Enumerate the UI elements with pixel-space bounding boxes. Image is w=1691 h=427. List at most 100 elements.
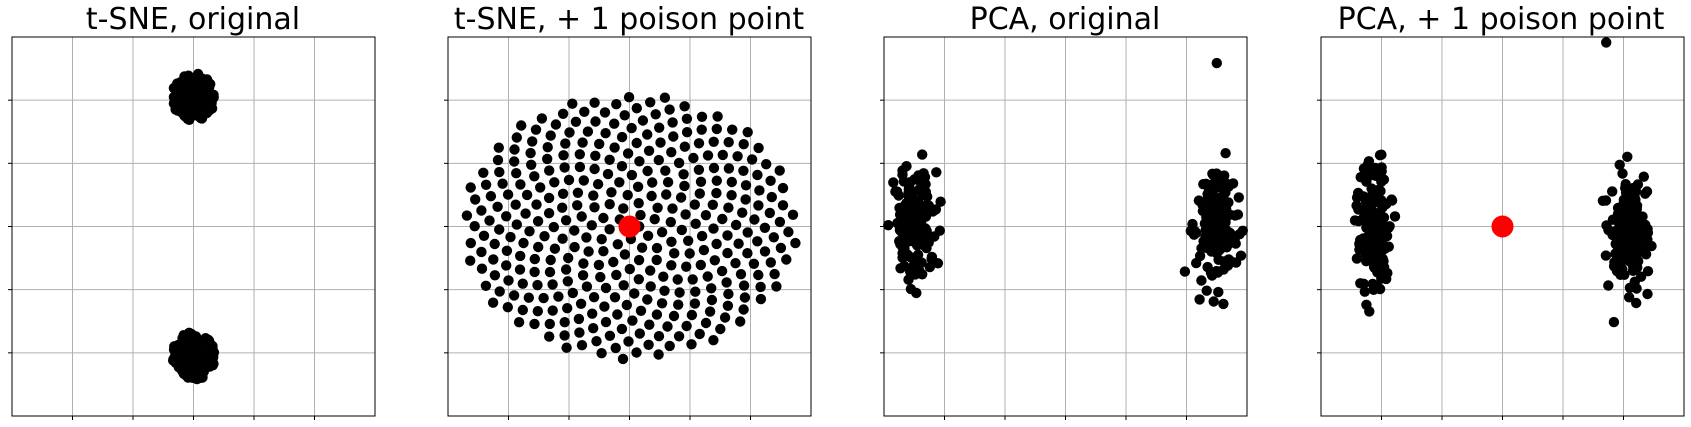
data-point [493, 142, 504, 153]
data-point [926, 253, 937, 265]
data-point [188, 93, 199, 104]
data-point [723, 288, 734, 300]
data-point [1376, 273, 1387, 284]
data-point [588, 190, 599, 201]
data-point [561, 342, 572, 353]
outlier-point [1211, 57, 1223, 69]
data-point [602, 168, 614, 180]
data-point [735, 269, 747, 280]
data-point [658, 271, 669, 282]
data-point [1206, 246, 1217, 257]
data-point [694, 328, 705, 340]
data-point [761, 159, 772, 170]
data-point [634, 328, 645, 339]
data-point [549, 177, 560, 188]
data-point [1233, 192, 1245, 203]
axes-frame [883, 36, 1248, 417]
data-point [651, 242, 663, 254]
data-point [897, 247, 908, 259]
data-point [465, 255, 476, 266]
data-point [587, 308, 598, 319]
data-point [600, 282, 612, 294]
data-point [901, 198, 912, 209]
data-point [1633, 256, 1644, 267]
data-point [524, 226, 535, 237]
data-point [201, 74, 213, 85]
data-point [510, 199, 521, 210]
data-point [684, 248, 695, 259]
data-point [777, 200, 789, 211]
data-point [1219, 170, 1230, 181]
data-point [723, 163, 735, 174]
data-point [704, 306, 716, 317]
data-point [505, 231, 516, 243]
data-point [1631, 297, 1642, 309]
data-point [1389, 211, 1401, 222]
data-point [673, 157, 685, 169]
data-point [579, 106, 590, 118]
data-point [1625, 228, 1636, 239]
data-point [1607, 186, 1618, 197]
data-point [198, 340, 209, 351]
data-point [1616, 251, 1627, 262]
data-point [666, 260, 677, 271]
data-point [1376, 162, 1387, 173]
data-point [771, 281, 782, 292]
data-point [1597, 195, 1609, 206]
data-point [645, 97, 656, 108]
data-point [753, 142, 764, 154]
data-point [708, 223, 719, 234]
panel-pca-poison: PCA, + 1 poison point [1317, 2, 1685, 420]
data-point [610, 342, 621, 354]
data-point [660, 165, 671, 176]
data-point [917, 235, 928, 246]
data-point [723, 137, 734, 148]
data-point [661, 189, 672, 200]
data-point [742, 248, 753, 259]
data-point [492, 154, 504, 166]
data-point [497, 178, 508, 189]
data-point [702, 271, 713, 282]
data-point [1642, 266, 1654, 277]
data-point [501, 211, 512, 222]
data-point [922, 191, 933, 202]
data-point [1384, 221, 1395, 232]
data-point [1194, 294, 1205, 305]
data-point [897, 169, 908, 180]
data-point [208, 89, 219, 101]
data-point [563, 174, 575, 186]
data-point [738, 280, 750, 291]
data-point [890, 186, 901, 197]
data-point [509, 156, 520, 167]
data-point [480, 179, 492, 190]
data-point [689, 298, 701, 309]
data-point [737, 207, 748, 218]
data-point [562, 303, 573, 314]
data-point [559, 162, 570, 173]
data-point [612, 239, 623, 250]
panel-title: PCA, original [970, 2, 1161, 37]
data-point [633, 274, 644, 285]
data-point [523, 292, 534, 303]
data-point [1191, 257, 1202, 269]
data-point [487, 297, 499, 308]
data-point [1363, 170, 1375, 182]
data-point [488, 254, 499, 265]
data-point [645, 265, 656, 276]
data-point [909, 214, 920, 226]
data-point [511, 168, 522, 179]
data-point [681, 320, 692, 332]
data-point [1623, 292, 1635, 303]
data-point [755, 281, 766, 293]
data-point [529, 171, 540, 182]
data-point [532, 216, 544, 227]
data-point [513, 317, 525, 328]
data-point [578, 175, 589, 186]
data-point [517, 304, 528, 316]
data-point [759, 222, 771, 233]
data-point [581, 281, 593, 292]
data-point [678, 169, 689, 180]
data-point [1217, 183, 1229, 194]
data-point [722, 247, 733, 259]
data-point [617, 353, 629, 365]
